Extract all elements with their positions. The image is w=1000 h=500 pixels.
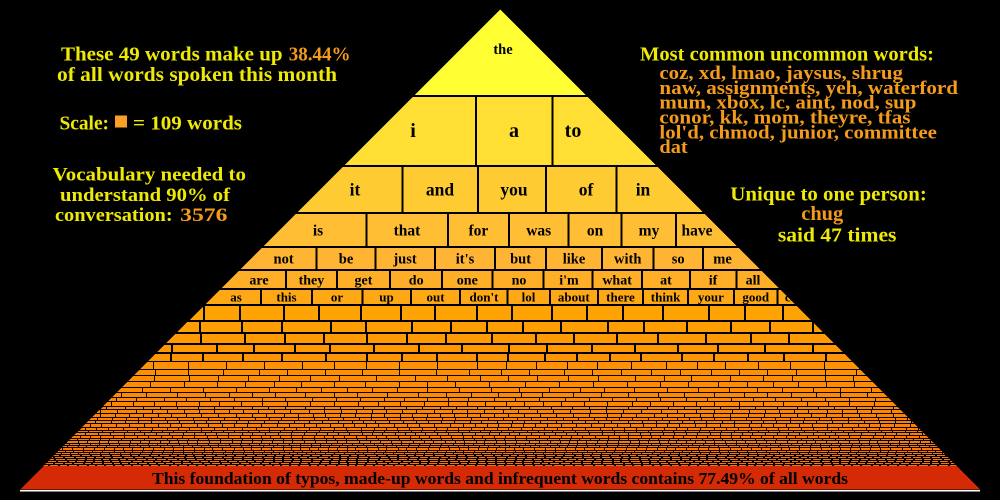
svg-text:you: you [500,179,528,199]
svg-text:that: that [394,222,422,239]
svg-text:at: at [660,274,672,289]
svg-text:get: get [355,274,373,289]
svg-text:your: your [698,290,724,305]
svg-text:it: it [350,179,361,199]
svg-text:and: and [426,179,454,199]
svg-text:Scale:: Scale: [60,112,110,134]
svg-text:do: do [409,274,424,289]
svg-text:with: with [614,251,641,267]
svg-text:of all words spoken this month: of all words spoken this month [57,64,337,86]
svg-text:dat: dat [659,137,688,158]
svg-text:or: or [331,290,344,305]
svg-text:up: up [379,290,393,305]
svg-text:one: one [457,274,478,289]
svg-text:3576: 3576 [180,205,227,226]
svg-text:about: about [558,290,590,305]
svg-text:to: to [565,120,582,142]
svg-text:i: i [410,120,416,142]
svg-text:be: be [339,251,354,267]
svg-text:out: out [426,290,445,305]
svg-text:so: so [672,251,685,267]
svg-text:just: just [392,251,417,267]
svg-text:of: of [579,179,594,199]
svg-text:not: not [274,251,294,267]
svg-text:said 47 times: said 47 times [778,224,897,246]
svg-text:like: like [563,251,586,267]
svg-text:was: was [526,222,551,239]
svg-text:good: good [742,290,770,305]
svg-text:lol'd, chmod, junior, committe: lol'd, chmod, junior, committee [659,122,937,143]
svg-text:are: are [249,274,268,289]
svg-text:this: this [276,290,296,305]
svg-text:lol: lol [522,290,536,305]
svg-text:think: think [651,290,681,305]
svg-text:all: all [746,274,761,289]
svg-text:as: as [230,290,242,305]
svg-text:there: there [606,290,635,305]
svg-text:on: on [587,222,604,239]
svg-text:Vocabulary needed to: Vocabulary needed to [53,165,246,186]
svg-text:Unique to one person:: Unique to one person: [730,184,927,206]
svg-text:no: no [512,274,527,289]
svg-text:if: if [709,274,718,289]
svg-text:it's: it's [456,251,475,267]
svg-text:coz, xd, lmao, jaysus, shrug: coz, xd, lmao, jaysus, shrug [659,63,903,84]
svg-text:in: in [636,179,651,199]
svg-text:understand 90% of: understand 90% of [60,185,231,206]
svg-text:a: a [509,120,519,142]
svg-text:is: is [313,222,323,239]
svg-text:i'm: i'm [559,274,579,289]
svg-text:naw, assignments, yeh, waterfo: naw, assignments, yeh, waterford [659,78,958,99]
svg-text:me: me [713,251,732,267]
svg-text:what: what [602,274,632,289]
svg-text:conor, kk, mom, theyre, tfas: conor, kk, mom, theyre, tfas [659,108,910,129]
svg-text:the: the [493,42,513,58]
svg-text:they: they [299,274,325,289]
svg-text:but: but [510,251,531,267]
svg-text:conversation:: conversation: [55,205,173,226]
svg-text:= 109 words: = 109 words [133,112,242,134]
svg-text:Most common uncommon words:: Most common uncommon words: [640,44,934,66]
svg-text:This foundation of typos, made: This foundation of typos, made-up words … [152,469,849,488]
svg-text:These 49 words make up: These 49 words make up [61,44,283,66]
svg-text:for: for [469,222,489,239]
svg-text:chug: chug [801,203,843,225]
svg-text:38.44%: 38.44% [289,44,351,66]
svg-text:my: my [639,222,660,239]
svg-text:mum, xbox, lc, aint, nod, sup: mum, xbox, lc, aint, nod, sup [659,93,916,114]
svg-text:don't: don't [470,290,500,305]
svg-text:have: have [682,222,713,239]
